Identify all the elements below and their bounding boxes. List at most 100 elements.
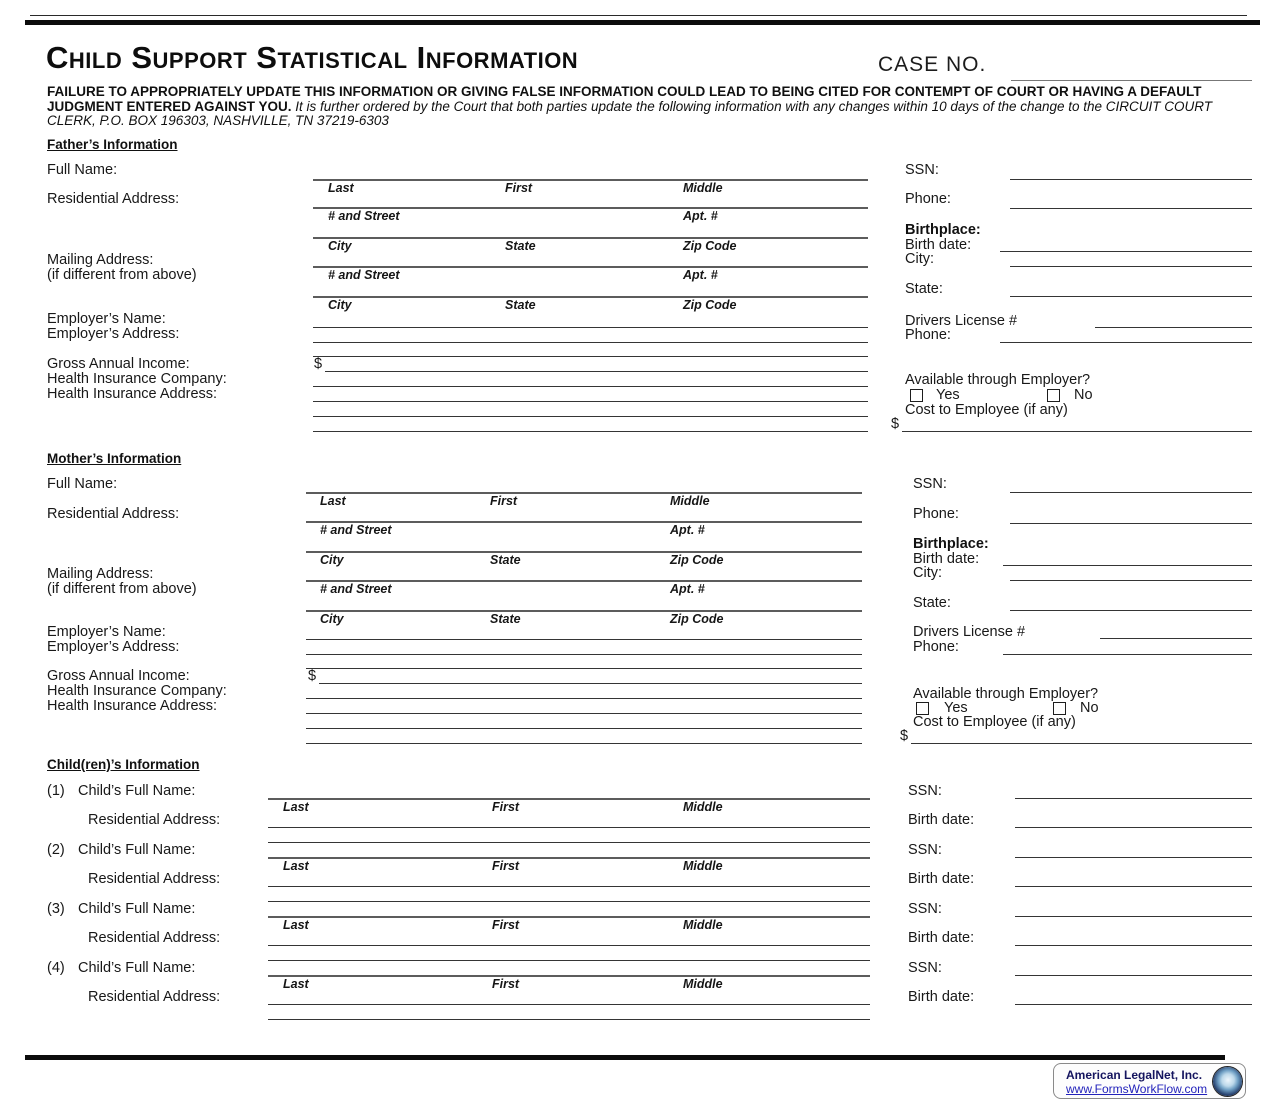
mother-gross-income-label: Gross Annual Income: (47, 668, 190, 684)
father-ssn-label: SSN: (905, 162, 939, 178)
child-1-address-line-2[interactable] (268, 842, 870, 843)
father-residential-city-line[interactable] (313, 237, 868, 239)
mother-birth-state-label: State: (913, 595, 951, 611)
child-3-ssn-label: SSN: (908, 901, 942, 917)
mother-health-ins-company-line[interactable] (306, 698, 862, 699)
father-mailing-street-line[interactable] (313, 266, 868, 268)
child-2-birth-date-line[interactable] (1015, 886, 1252, 887)
father-full-name-line[interactable] (313, 179, 868, 181)
child-1-address-line[interactable] (268, 827, 870, 828)
mother-employer-address-line[interactable] (306, 654, 862, 655)
mother-birth-date-line[interactable] (1003, 565, 1252, 566)
child-4-ssn-line[interactable] (1015, 975, 1252, 976)
father-available-employer-label: Available through Employer? (905, 372, 1091, 388)
child-4-address-line-2[interactable] (268, 1019, 870, 1020)
father-residential-street-line[interactable] (313, 207, 868, 209)
mother-mailing-city-line[interactable] (306, 610, 862, 612)
child-1-middle-sublabel: Middle (683, 800, 723, 814)
father-birthplace-label: Birthplace: (905, 222, 981, 238)
father-health-ins-address-line-2[interactable] (313, 416, 868, 417)
child-2-name-line[interactable] (268, 857, 870, 859)
mother-birth-city-line[interactable] (1010, 580, 1252, 581)
father-birth-state-line[interactable] (1010, 296, 1252, 297)
father-gross-income-line[interactable] (325, 371, 868, 372)
father-drivers-license-line[interactable] (1095, 327, 1252, 328)
child-1-birth-date-line[interactable] (1015, 827, 1252, 828)
mother-health-ins-address-line-2[interactable] (306, 728, 862, 729)
child-3-first-sublabel: First (492, 918, 520, 932)
father-cost-dollar: $ (891, 416, 900, 432)
mother-residential-street-line[interactable] (306, 521, 862, 523)
father-mailing-city-line[interactable] (313, 296, 868, 298)
child-3-name-line[interactable] (268, 916, 870, 918)
father-birth-state-label: State: (905, 281, 943, 297)
mother-birth-state-line[interactable] (1010, 610, 1252, 611)
mother-full-name-line[interactable] (306, 492, 862, 494)
father-name-first-sublabel: First (505, 181, 533, 195)
mother-yes-checkbox[interactable] (916, 702, 929, 715)
child-2-address-line[interactable] (268, 886, 870, 887)
child-2-birth-date-label: Birth date: (908, 871, 975, 887)
children-section-heading: Child(ren)’s Information (47, 757, 200, 772)
mother-drivers-license-line[interactable] (1100, 638, 1252, 639)
legalnet-website-link[interactable]: www.FormsWorkFlow.com (1066, 1082, 1208, 1096)
warning-text: FAILURE TO APPROPRIATELY UPDATE THIS INF… (47, 84, 1237, 129)
mother-health-ins-company-label: Health Insurance Company: (47, 683, 227, 699)
mother-dl-phone-line[interactable] (1003, 654, 1252, 655)
father-health-ins-address-line-3[interactable] (313, 431, 868, 432)
top-rule-thin (30, 15, 1247, 16)
child-4-birth-date-line[interactable] (1015, 1004, 1252, 1005)
father-dl-phone-line[interactable] (1000, 342, 1252, 343)
child-2-address-line-2[interactable] (268, 901, 870, 902)
father-name-last-sublabel: Last (328, 181, 354, 195)
case-no-line[interactable] (1011, 80, 1252, 81)
mother-ssn-line[interactable] (1010, 492, 1252, 493)
child-3-birth-date-line[interactable] (1015, 945, 1252, 946)
child-3-address-line-2[interactable] (268, 960, 870, 961)
mother-cost-line[interactable] (911, 743, 1252, 744)
father-birth-city-line[interactable] (1010, 266, 1252, 267)
mother-no-checkbox[interactable] (1053, 702, 1066, 715)
child-2-ssn-label: SSN: (908, 842, 942, 858)
mother-phone-line[interactable] (1010, 523, 1252, 524)
father-health-ins-company-label: Health Insurance Company: (47, 371, 227, 387)
father-health-ins-address-line[interactable] (313, 401, 868, 402)
father-ssn-line[interactable] (1010, 179, 1252, 180)
child-1-number: (1) (47, 783, 65, 799)
child-1-last-sublabel: Last (283, 800, 309, 814)
father-cost-line[interactable] (902, 431, 1252, 432)
child-4-last-sublabel: Last (283, 977, 309, 991)
father-gross-income-dollar: $ (314, 356, 323, 372)
father-phone-line[interactable] (1010, 208, 1252, 209)
child-3-address-line[interactable] (268, 945, 870, 946)
mother-cost-dollar: $ (900, 728, 909, 744)
mother-health-ins-address-label: Health Insurance Address: (47, 698, 218, 714)
child-2-ssn-line[interactable] (1015, 857, 1252, 858)
child-1-ssn-line[interactable] (1015, 798, 1252, 799)
warning-bold: FAILURE TO APPROPRIATELY UPDATE THIS INF… (47, 84, 1202, 114)
child-4-address-line[interactable] (268, 1004, 870, 1005)
father-res-city-sublabel: City (328, 239, 352, 253)
father-mail-apt-sublabel: Apt. # (683, 268, 718, 282)
mother-residential-city-line[interactable] (306, 551, 862, 553)
father-no-checkbox[interactable] (1047, 389, 1060, 402)
father-yes-checkbox[interactable] (910, 389, 923, 402)
child-4-first-sublabel: First (492, 977, 520, 991)
father-employer-address-line-2[interactable] (313, 356, 868, 357)
mother-gross-income-line[interactable] (319, 683, 862, 684)
child-3-ssn-line[interactable] (1015, 916, 1252, 917)
child-1-name-line[interactable] (268, 798, 870, 800)
mother-health-ins-address-line-3[interactable] (306, 743, 862, 744)
father-employer-address-line[interactable] (313, 342, 868, 343)
mother-health-ins-address-line[interactable] (306, 713, 862, 714)
mother-yes-label: Yes (944, 700, 968, 716)
mother-name-middle-sublabel: Middle (670, 494, 710, 508)
father-health-ins-company-line[interactable] (313, 386, 868, 387)
mother-employer-address-line-2[interactable] (306, 668, 862, 669)
child-2-middle-sublabel: Middle (683, 859, 723, 873)
mother-employer-name-line[interactable] (306, 639, 862, 640)
child-4-name-line[interactable] (268, 975, 870, 977)
mother-mailing-street-line[interactable] (306, 580, 862, 582)
father-employer-name-line[interactable] (313, 327, 868, 328)
father-birth-date-line[interactable] (1000, 251, 1252, 252)
